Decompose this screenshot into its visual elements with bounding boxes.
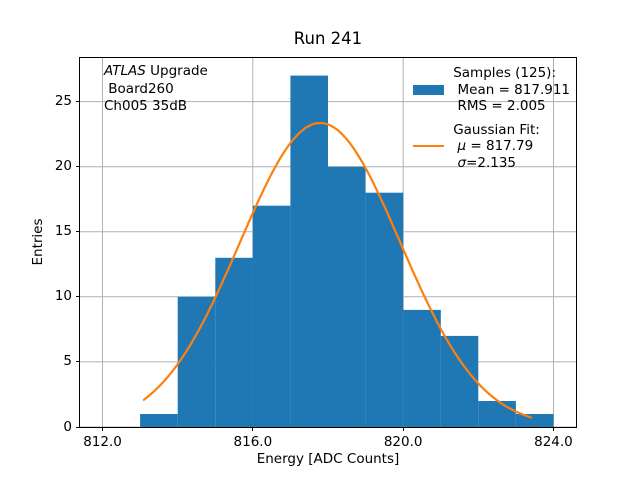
legend-label-samples: Samples (125): Mean = 817.911 RMS = 2.00… [453,65,570,115]
x-axis-label: Energy [ADC Counts] [256,451,400,467]
legend: Samples (125): Mean = 817.911 RMS = 2.00… [413,65,570,171]
histogram-swatch [413,84,445,95]
y-tick [76,231,80,233]
legend-gaussian-heading: Gaussian Fit: [453,121,540,138]
histogram-bar [252,205,291,427]
legend-gaussian-mu: μ = 817.79 [457,138,534,154]
y-tick [76,361,80,363]
x-tick-label: 816.0 [233,434,273,450]
y-tick-label: 5 [63,353,72,370]
y-tick-label: 20 [54,158,72,175]
annotation-line-3: Ch005 35dB [104,98,188,114]
histogram-bar [440,335,479,427]
legend-samples-mean: Mean = 817.911 [453,81,570,98]
histogram-bar [290,75,328,427]
x-tick-label: 812.0 [83,434,122,450]
histogram-bar [515,414,554,427]
histogram-bar [328,166,366,427]
y-tick [76,101,80,103]
y-tick-label: 10 [54,288,72,305]
histogram-bar [403,309,441,427]
legend-entry-gaussian: Gaussian Fit: μ = 817.79 σ=2.135 [413,122,570,172]
x-tick [402,427,404,431]
x-tick [252,427,254,431]
plot-area: ATLAS Upgrade Board260 Ch005 35dB Samples… [79,57,577,428]
legend-samples-heading: Samples (125): [453,65,556,81]
histogram-bar [478,401,516,427]
plot-svg [80,58,576,427]
legend-gaussian-sigma: σ=2.135 [457,154,517,171]
annotation-text: ATLAS Upgrade Board260 Ch005 35dB [104,63,208,116]
x-tick-label: 820.0 [383,434,423,450]
y-tick [76,296,80,298]
y-tick-label: 15 [54,223,72,240]
gaussian-fit-swatch [413,145,445,148]
legend-samples-rms: RMS = 2.005 [453,98,546,114]
y-tick-label: 0 [63,418,72,435]
histogram-bar [365,192,404,427]
x-tick [552,427,554,431]
x-tick-label: 824.0 [534,434,573,450]
y-tick-label: 25 [54,93,72,110]
x-tick [102,427,104,431]
y-tick [76,166,80,168]
histogram-bar [177,296,216,427]
chart-title: Run 241 [293,29,363,48]
gaussian-curve [142,121,532,419]
legend-label-gaussian: Gaussian Fit: μ = 817.79 σ=2.135 [453,122,540,172]
y-axis-label: Entries [30,218,46,266]
legend-entry-samples: Samples (125): Mean = 817.911 RMS = 2.00… [413,65,570,115]
annotation-line-2: Board260 [104,80,174,97]
histogram-bar [140,414,178,427]
annotation-line-1: ATLAS Upgrade [104,63,208,79]
y-tick [76,426,80,428]
